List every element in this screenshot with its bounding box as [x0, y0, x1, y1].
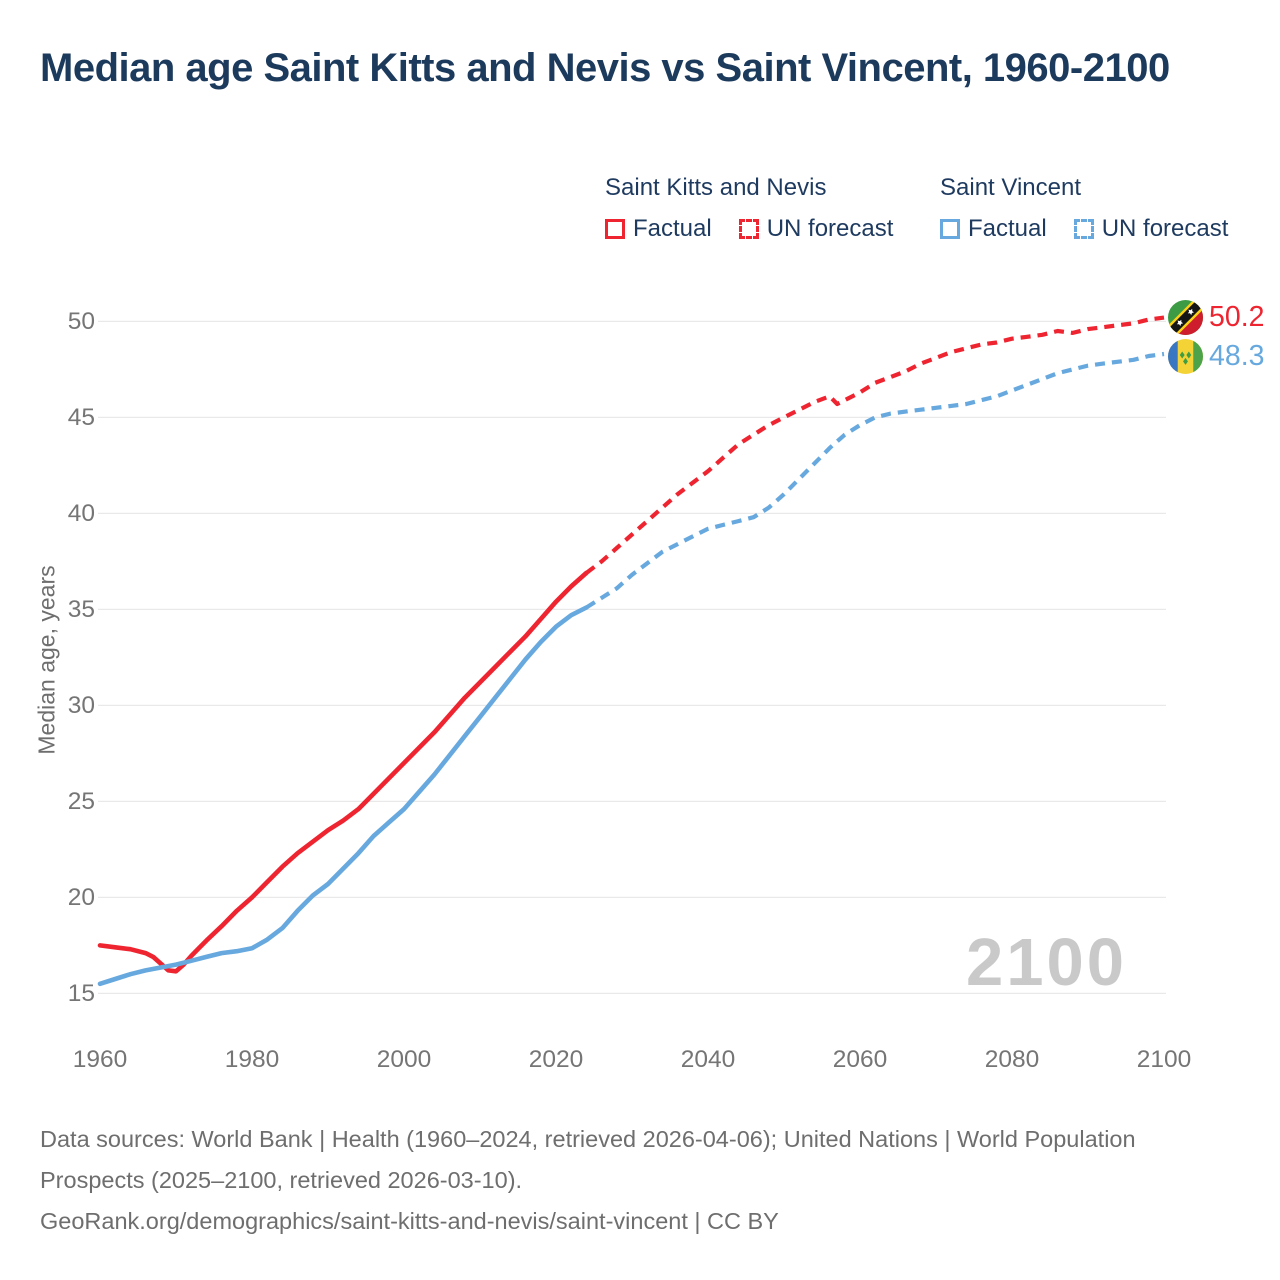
legend-group-saint-kitts-and-nevis: Saint Kitts and Nevis Factual UN forecas… — [605, 174, 893, 243]
data-sources-text: Data sources: World Bank | Health (1960–… — [40, 1126, 1136, 1193]
svg-text:45: 45 — [68, 404, 95, 431]
legend-group-title: Saint Vincent — [940, 174, 1081, 201]
svg-text:2040: 2040 — [681, 1046, 736, 1073]
flag-saint-vincent-icon — [1168, 339, 1203, 374]
legend-swatch-svc-forecast — [1073, 219, 1094, 239]
end-label-saint-kitts-and-nevis: 50.2 — [1168, 300, 1264, 335]
svg-text:2000: 2000 — [377, 1046, 432, 1073]
svg-text:1980: 1980 — [225, 1046, 280, 1073]
flag-saint-kitts-and-nevis-icon — [1168, 300, 1203, 335]
legend-swatch-skn-forecast — [738, 219, 759, 239]
svg-text:15: 15 — [68, 980, 95, 1007]
svg-text:25: 25 — [68, 788, 95, 815]
page-title: Median age Saint Kitts and Nevis vs Sain… — [40, 46, 1170, 90]
attribution-text: GeoRank.org/demographics/saint-kitts-and… — [40, 1208, 779, 1234]
end-value-saint-kitts-and-nevis: 50.2 — [1209, 301, 1265, 333]
legend-swatch-skn-factual — [605, 219, 625, 239]
svg-text:30: 30 — [68, 692, 95, 719]
svg-text:2080: 2080 — [985, 1046, 1040, 1073]
legend-label-skn-forecast: UN forecast — [766, 215, 894, 242]
y-axis-title: Median age, years — [33, 565, 60, 755]
legend-group-title: Saint Kitts and Nevis — [605, 174, 827, 201]
svg-text:2060: 2060 — [833, 1046, 888, 1073]
legend-label-skn-factual: Factual — [633, 215, 712, 242]
legend-group-saint-vincent: Saint Vincent Factual UN forecast — [940, 174, 1228, 243]
watermark-year: 2100 — [966, 925, 1128, 1000]
svg-text:2100: 2100 — [1137, 1046, 1192, 1073]
legend-label-svc-forecast: UN forecast — [1101, 215, 1229, 242]
svg-text:20: 20 — [68, 884, 95, 911]
svg-text:1960: 1960 — [73, 1046, 128, 1073]
footer: Data sources: World Bank | Health (1960–… — [40, 1119, 1180, 1242]
svg-text:35: 35 — [68, 596, 95, 623]
svg-text:40: 40 — [68, 500, 95, 527]
legend-label-svc-factual: Factual — [968, 215, 1047, 242]
end-value-saint-vincent: 48.3 — [1209, 340, 1265, 372]
svg-text:2020: 2020 — [529, 1046, 584, 1073]
legend-swatch-svc-factual — [940, 219, 960, 239]
end-label-saint-vincent: 48.3 — [1168, 339, 1264, 374]
svg-text:50: 50 — [68, 308, 95, 335]
